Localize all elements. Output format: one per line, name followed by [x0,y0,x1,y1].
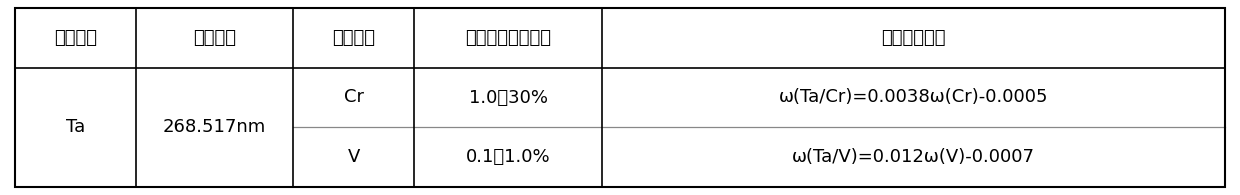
Text: 待测元素: 待测元素 [53,29,97,47]
Text: V: V [347,148,360,166]
Text: 干扰元素: 干扰元素 [332,29,376,47]
Text: 1.0～30%: 1.0～30% [469,89,548,106]
Text: 干扰元素含量范围: 干扰元素含量范围 [465,29,551,47]
Text: 268.517nm: 268.517nm [162,118,267,136]
Text: Ta: Ta [66,118,86,136]
Text: 干扰校正方程: 干扰校正方程 [882,29,946,47]
Text: 0.1～1.0%: 0.1～1.0% [466,148,551,166]
Text: ω(Ta/Cr)=0.0038ω(Cr)-0.0005: ω(Ta/Cr)=0.0038ω(Cr)-0.0005 [779,89,1048,106]
Text: Cr: Cr [343,89,363,106]
Text: ω(Ta/V)=0.012ω(V)-0.0007: ω(Ta/V)=0.012ω(V)-0.0007 [792,148,1035,166]
Text: 分析谱线: 分析谱线 [193,29,236,47]
